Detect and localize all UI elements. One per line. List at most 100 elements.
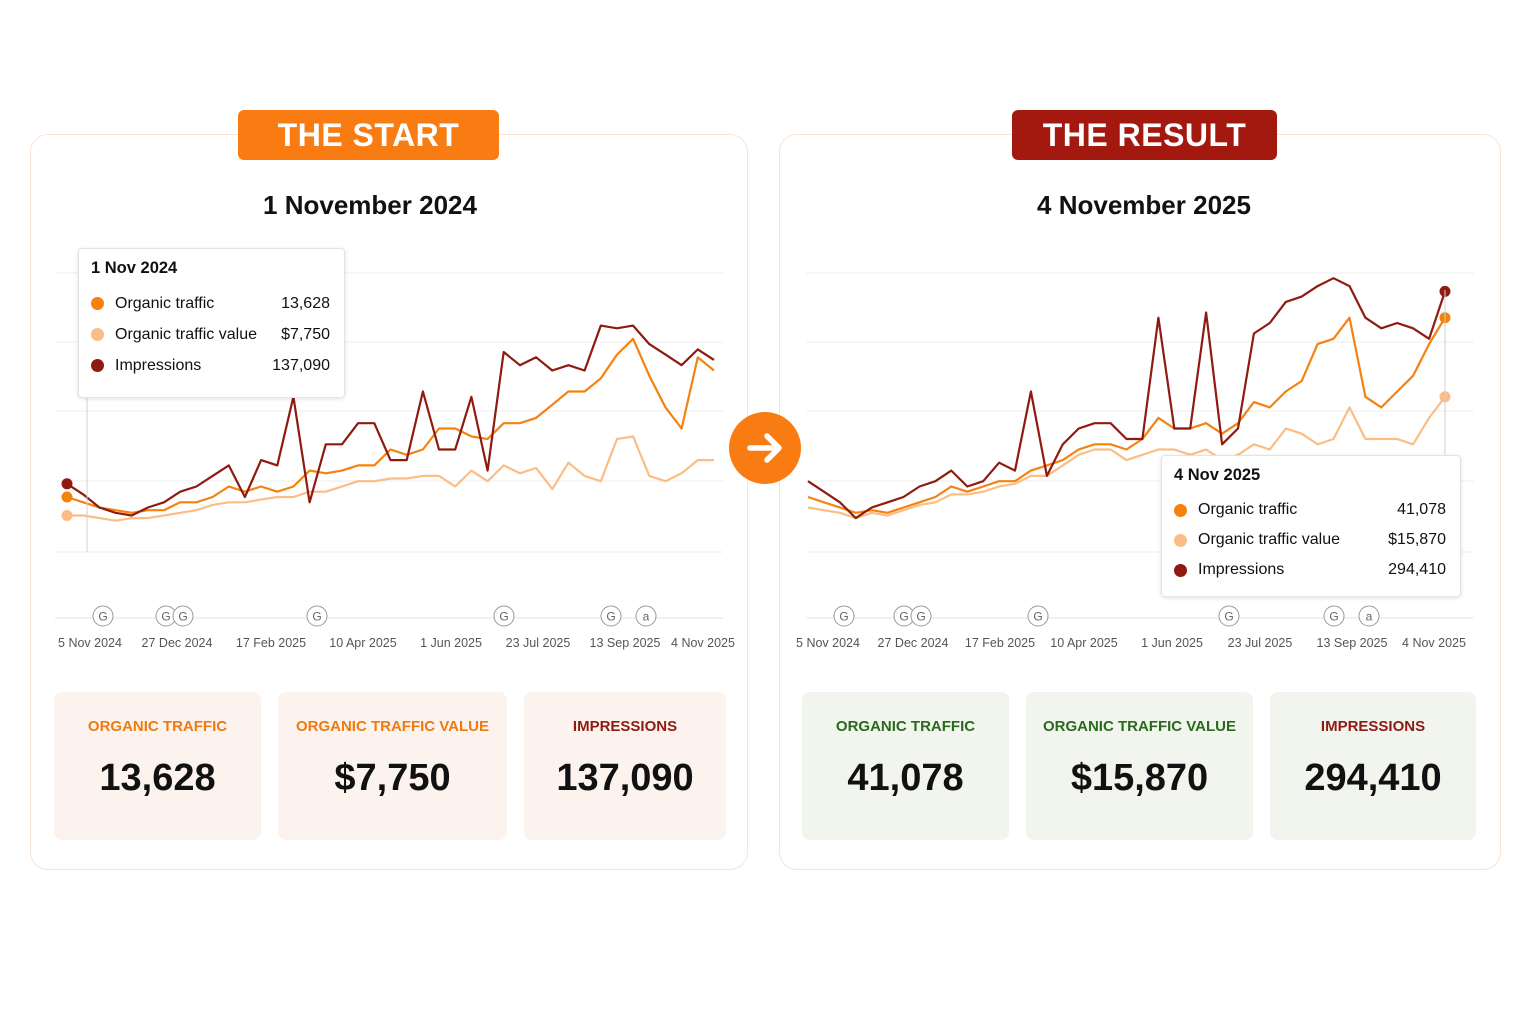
stat-value: 294,410 (1304, 757, 1442, 799)
event-marker-label: G (161, 610, 170, 624)
event-marker (172, 605, 194, 627)
organic-traffic-legend-dot (1174, 503, 1187, 517)
tooltip-row-organic-traffic-value: Organic traffic value $7,750 (91, 319, 330, 350)
arrow-right-icon (729, 412, 801, 484)
event-marker (1358, 605, 1380, 627)
x-tick-label: 10 Apr 2025 (1050, 636, 1117, 650)
event-marker-label: G (916, 610, 925, 624)
event-marker-label: G (839, 610, 848, 624)
event-marker-label: G (312, 610, 321, 624)
x-tick-label: 23 Jul 2025 (506, 636, 571, 650)
x-tick-label: 5 Nov 2024 (796, 636, 860, 650)
event-marker (92, 605, 114, 627)
event-marker (910, 605, 932, 627)
tooltip-row-organic-traffic: Organic traffic 41,078 (1174, 495, 1446, 525)
impressions-legend-dot (91, 359, 104, 372)
event-marker-label: G (98, 610, 107, 624)
result-stat-impressions: IMPRESSIONS 294,410 (1270, 692, 1476, 840)
stat-label: ORGANIC TRAFFIC VALUE (1042, 718, 1237, 735)
highlight-point-organic-traffic (61, 491, 73, 503)
event-marker-label: G (178, 610, 187, 624)
x-tick-label: 17 Feb 2025 (236, 636, 306, 650)
tooltip-label: Organic traffic (115, 294, 215, 312)
start-date-title: 1 November 2024 (263, 190, 477, 220)
tooltip-row-impressions: Impressions 294,410 (1174, 555, 1446, 585)
tooltip-value: 137,090 (272, 356, 330, 374)
event-marker (833, 605, 855, 627)
x-tick-label: 5 Nov 2024 (58, 636, 122, 650)
x-tick-label: 13 Sep 2025 (590, 636, 661, 650)
start-stat-impressions: IMPRESSIONS 137,090 (524, 692, 726, 840)
stat-value: $15,870 (1070, 757, 1209, 799)
series-line-organic-traffic (66, 337, 715, 514)
highlight-point-impressions (61, 478, 73, 490)
impressions-legend-dot (1174, 563, 1187, 577)
x-tick-label: 4 Nov 2025 (1402, 636, 1466, 650)
stat-value: 41,078 (847, 757, 964, 799)
event-marker (1027, 605, 1049, 627)
event-marker (1323, 605, 1345, 627)
series-line-organic-traffic-value (807, 396, 1446, 520)
tooltip-row-impressions: Impressions 137,090 (91, 350, 330, 381)
event-marker-label: a (643, 610, 650, 624)
tooltip-label: Organic traffic (1198, 501, 1298, 518)
event-marker-label: G (899, 610, 908, 624)
event-marker (1218, 605, 1240, 627)
event-marker-label: G (1033, 610, 1042, 624)
result-stat-organic-traffic-value: ORGANIC TRAFFIC VALUE $15,870 (1026, 692, 1253, 840)
stat-value: 137,090 (556, 757, 694, 799)
result-tooltip: 4 Nov 2025 Organic traffic 41,078 Organi… (1161, 455, 1461, 597)
event-marker (635, 605, 657, 627)
event-marker (493, 605, 515, 627)
x-tick-label: 4 Nov 2025 (671, 636, 735, 650)
event-marker (306, 605, 328, 627)
stat-label: IMPRESSIONS (1320, 718, 1426, 735)
x-tick-label: 27 Dec 2024 (142, 636, 213, 650)
result-stat-organic-traffic: ORGANIC TRAFFIC 41,078 (802, 692, 1009, 840)
tooltip-value: 41,078 (1397, 501, 1446, 518)
stat-label: IMPRESSIONS (572, 718, 678, 735)
start-badge: THE START (238, 110, 499, 160)
start-stat-organic-traffic: ORGANIC TRAFFIC 13,628 (54, 692, 261, 840)
stat-label: ORGANIC TRAFFIC (87, 718, 228, 735)
tooltip-value: 13,628 (281, 294, 330, 312)
x-tick-label: 10 Apr 2025 (329, 636, 396, 650)
event-marker-label: G (606, 610, 615, 624)
x-tick-label: 17 Feb 2025 (965, 636, 1035, 650)
tooltip-label: Organic traffic value (115, 325, 257, 343)
organic-traffic-value-legend-dot (91, 328, 104, 341)
series-line-impressions (66, 324, 715, 517)
start-stat-organic-traffic-value: ORGANIC TRAFFIC VALUE $7,750 (278, 692, 507, 840)
event-marker-label: G (1224, 610, 1233, 624)
result-date-title: 4 November 2025 (1037, 190, 1251, 220)
x-tick-label: 13 Sep 2025 (1317, 636, 1388, 650)
x-tick-label: 27 Dec 2024 (878, 636, 949, 650)
highlight-point-organic-traffic-value (61, 510, 73, 521)
tooltip-date: 1 Nov 2024 (91, 259, 178, 277)
tooltip-label: Impressions (1198, 561, 1285, 578)
tooltip-row-organic-traffic: Organic traffic 13,628 (91, 288, 330, 319)
series-line-organic-traffic (807, 316, 1446, 514)
tooltip-value: 294,410 (1388, 561, 1446, 578)
stat-value: 13,628 (99, 757, 216, 799)
stat-label: ORGANIC TRAFFIC (835, 718, 976, 735)
tooltip-date: 4 Nov 2025 (1174, 466, 1261, 484)
stat-label: ORGANIC TRAFFIC VALUE (295, 718, 490, 735)
x-tick-label: 1 Jun 2025 (1141, 636, 1203, 650)
tooltip-label: Organic traffic value (1198, 531, 1340, 548)
organic-traffic-value-legend-dot (1174, 533, 1187, 547)
series-line-impressions (807, 277, 1447, 520)
event-marker-label: a (1366, 610, 1373, 624)
event-marker-label: G (1329, 610, 1338, 624)
stat-value: $7,750 (334, 757, 451, 799)
x-tick-label: 1 Jun 2025 (420, 636, 482, 650)
start-tooltip: 1 Nov 2024 Organic traffic 13,628 Organi… (78, 248, 345, 398)
result-badge: THE RESULT (1012, 110, 1277, 160)
arrow-right-icon-glyph (747, 433, 782, 463)
tooltip-label: Impressions (115, 356, 202, 374)
x-tick-label: 23 Jul 2025 (1228, 636, 1293, 650)
tooltip-value: $15,870 (1388, 531, 1446, 548)
series-line-organic-traffic-value (67, 435, 714, 522)
